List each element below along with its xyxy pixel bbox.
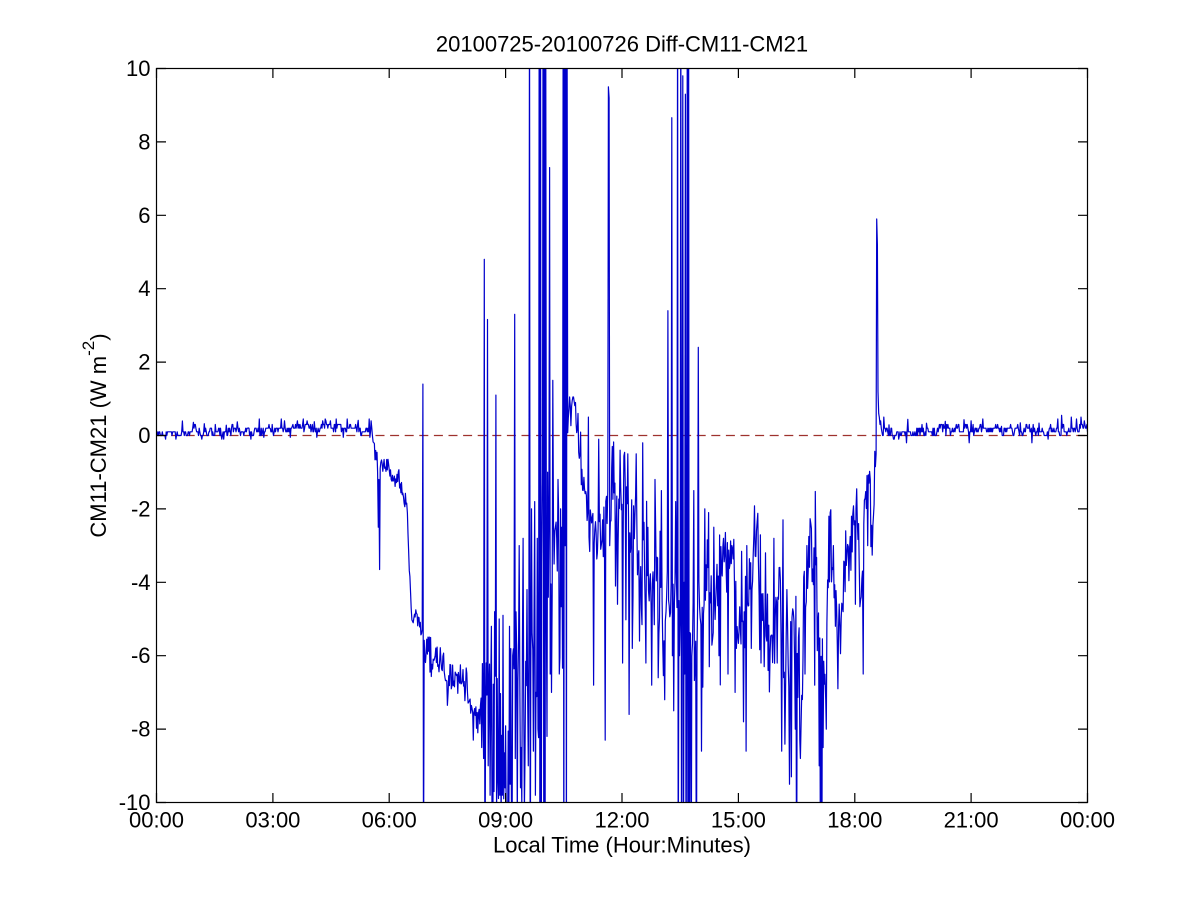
svg-text:-4: -4 <box>131 570 151 595</box>
svg-text:20100725-20100726 Diff-CM11-CM: 20100725-20100726 Diff-CM11-CM21 <box>436 32 808 57</box>
svg-text:06:00: 06:00 <box>362 808 417 833</box>
svg-text:2: 2 <box>138 350 150 375</box>
svg-text:10: 10 <box>126 56 150 81</box>
svg-text:00:00: 00:00 <box>129 808 184 833</box>
svg-text:8: 8 <box>138 129 150 154</box>
svg-text:Local Time (Hour:Minutes): Local Time (Hour:Minutes) <box>493 833 751 858</box>
svg-text:-6: -6 <box>131 643 151 668</box>
svg-text:09:00: 09:00 <box>478 808 533 833</box>
svg-text:21:00: 21:00 <box>944 808 999 833</box>
svg-text:-8: -8 <box>131 717 151 742</box>
svg-text:0: 0 <box>138 423 150 448</box>
svg-text:-10: -10 <box>119 790 151 815</box>
svg-text:12:00: 12:00 <box>594 808 649 833</box>
svg-text:-2: -2 <box>131 496 151 521</box>
svg-text:4: 4 <box>138 276 150 301</box>
svg-text:03:00: 03:00 <box>245 808 300 833</box>
svg-text:00:00: 00:00 <box>1060 808 1115 833</box>
svg-text:18:00: 18:00 <box>827 808 882 833</box>
svg-text:15:00: 15:00 <box>711 808 766 833</box>
svg-text:6: 6 <box>138 203 150 228</box>
